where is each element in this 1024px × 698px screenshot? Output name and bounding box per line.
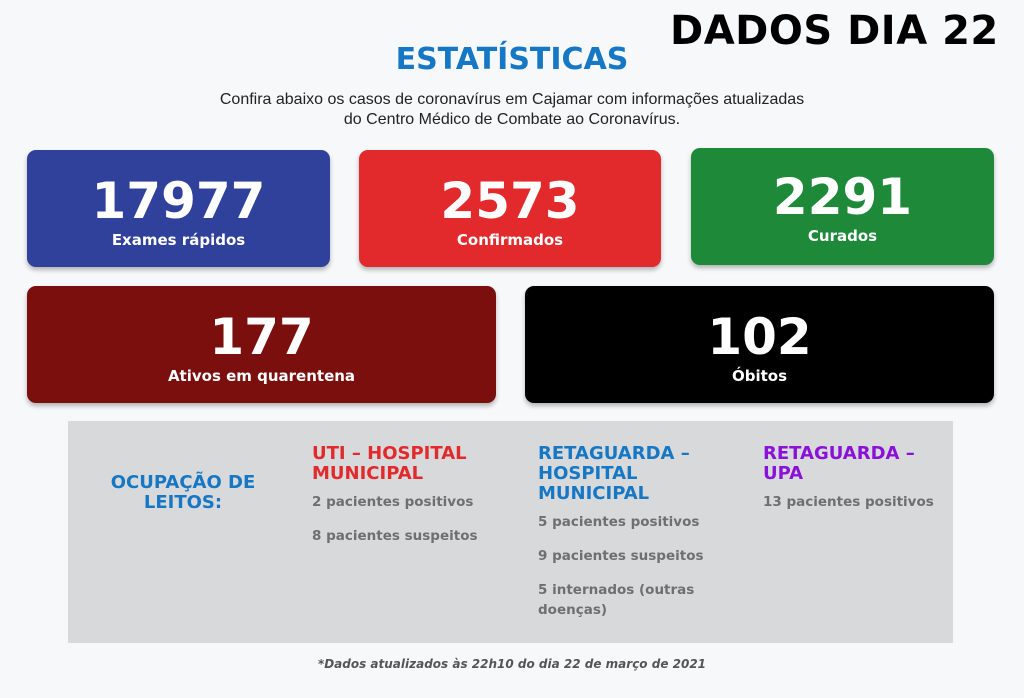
active-card: 177 Ativos em quarentena <box>27 286 496 403</box>
exams-card: 17977 Exames rápidos <box>27 150 330 267</box>
update-footnote: *Dados atualizados às 22h10 do dia 22 de… <box>317 657 707 671</box>
confirmed-label: Confirmados <box>456 231 564 249</box>
active-count: 177 <box>209 308 314 366</box>
bed-occupancy-heading-line-1: OCUPAÇÃO DE <box>110 472 256 493</box>
ret-hospital-other-line-2: doenças) <box>538 602 608 618</box>
deaths-label: Óbitos <box>731 367 788 385</box>
bed-occupancy-panel: OCUPAÇÃO DE LEITOS: UTI – HOSPITAL MUNIC… <box>68 421 953 643</box>
uti-column: UTI – HOSPITAL MUNICIPAL 2 pacientes pos… <box>312 444 512 560</box>
ret-upa-column: RETAGUARDA – UPA 13 pacientes positivos <box>763 444 943 526</box>
bed-occupancy-heading-line-2: LEITOS: <box>143 492 223 513</box>
uti-positive: 2 pacientes positivos <box>312 494 474 510</box>
uti-title-line-2: MUNICIPAL <box>312 463 424 484</box>
ret-hospital-column: RETAGUARDA – HOSPITAL MUNICIPAL 5 pacien… <box>538 444 718 620</box>
page-subtitle: Confira abaixo os casos de coronavírus e… <box>0 90 1024 130</box>
exams-count: 17977 <box>91 172 266 230</box>
confirmed-count: 2573 <box>440 172 580 230</box>
cured-label: Curados <box>807 227 878 245</box>
deaths-card: 102 Óbitos <box>525 286 994 403</box>
uti-title-line-1: UTI – HOSPITAL <box>312 443 467 464</box>
uti-title: UTI – HOSPITAL MUNICIPAL <box>312 444 512 484</box>
ret-hospital-title-line-2: HOSPITAL <box>538 463 638 484</box>
date-title: DADOS DIA 22 <box>670 8 999 54</box>
active-label: Ativos em quarentena <box>167 367 356 385</box>
ret-upa-title-line-2: UPA <box>763 463 804 484</box>
exams-label: Exames rápidos <box>111 231 246 249</box>
bed-occupancy-heading: OCUPAÇÃO DE LEITOS: <box>88 473 278 513</box>
uti-suspected: 8 pacientes suspeitos <box>312 528 478 544</box>
subtitle-line-2: do Centro Médico de Combate ao Coronavír… <box>343 111 681 128</box>
page-title: ESTATÍSTICAS <box>395 42 629 77</box>
cured-count: 2291 <box>772 168 913 226</box>
ret-upa-title-line-1: RETAGUARDA – <box>763 443 915 464</box>
ret-hospital-other: 5 internados (outras doenças) <box>538 580 718 620</box>
deaths-count: 102 <box>707 308 812 366</box>
ret-hospital-suspected: 9 pacientes suspeitos <box>538 548 704 564</box>
cured-card: 2291 Curados <box>691 148 994 265</box>
ret-upa-title: RETAGUARDA – UPA <box>763 444 943 484</box>
ret-upa-positive: 13 pacientes positivos <box>763 494 934 510</box>
ret-hospital-other-line-1: 5 internados (outras <box>538 582 695 598</box>
ret-hospital-title-line-3: MUNICIPAL <box>538 483 650 504</box>
ret-hospital-title-line-1: RETAGUARDA – <box>538 443 690 464</box>
ret-hospital-title: RETAGUARDA – HOSPITAL MUNICIPAL <box>538 444 718 504</box>
ret-hospital-positive: 5 pacientes positivos <box>538 514 700 530</box>
subtitle-line-1: Confira abaixo os casos de coronavírus e… <box>219 91 805 108</box>
confirmed-card: 2573 Confirmados <box>359 150 661 267</box>
